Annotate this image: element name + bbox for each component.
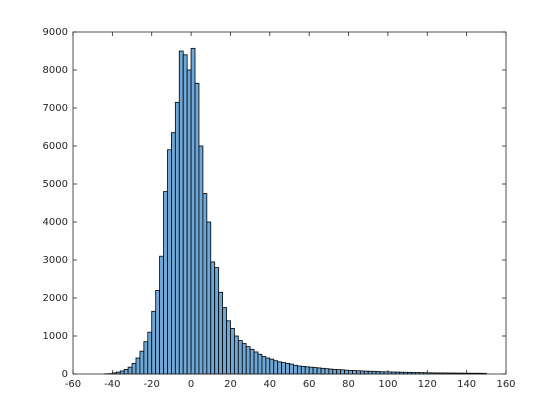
x-tick-label: -60: [65, 379, 81, 390]
bar: [316, 367, 322, 375]
bar: [293, 364, 298, 375]
y-tick-label: 9000: [43, 27, 68, 38]
y-tick-label: 2000: [43, 293, 68, 304]
x-tick-label: 20: [224, 379, 237, 390]
bar: [226, 320, 231, 375]
x-tick-label: 40: [263, 379, 276, 390]
bar: [367, 370, 373, 375]
bar: [336, 369, 342, 375]
bar: [273, 360, 279, 375]
bar: [230, 327, 235, 375]
bar: [363, 370, 369, 375]
bar: [222, 307, 227, 375]
bar: [304, 366, 310, 375]
x-tick-label: 80: [342, 379, 355, 390]
bar: [178, 50, 184, 375]
bar: [214, 267, 220, 375]
bar: [198, 145, 204, 375]
bar: [312, 367, 318, 375]
bar: [308, 366, 314, 375]
bar: [257, 353, 263, 375]
y-tick-label: 7000: [43, 103, 68, 114]
bar: [352, 370, 357, 375]
bar: [265, 357, 271, 375]
bar: [249, 348, 255, 375]
bar: [285, 362, 290, 375]
bar: [359, 370, 365, 375]
bar: [241, 343, 247, 375]
bar: [218, 291, 223, 375]
bar: [245, 346, 251, 375]
bar: [300, 365, 306, 375]
bar: [123, 369, 129, 375]
bar: [348, 369, 353, 375]
bar: [139, 350, 145, 375]
bar: [233, 335, 239, 375]
bar: [261, 356, 267, 375]
bar: [277, 361, 283, 375]
bar: [281, 362, 286, 375]
bar: [328, 368, 334, 375]
bar: [127, 366, 133, 375]
bar: [356, 370, 361, 375]
bar: [210, 261, 216, 375]
axes-box: [72, 31, 507, 375]
bar: [296, 365, 302, 375]
bar: [163, 191, 168, 375]
bar: [131, 362, 137, 375]
bar: [167, 149, 172, 375]
bar: [190, 47, 196, 375]
x-tick-label: 100: [378, 379, 397, 390]
bar: [253, 351, 259, 375]
y-tick-label: 8000: [43, 65, 68, 76]
y-tick-label: 1000: [43, 331, 68, 342]
bar: [159, 255, 164, 375]
bar: [171, 132, 176, 375]
x-tick-label: 60: [303, 379, 316, 390]
bar: [202, 193, 208, 375]
x-tick-label: -40: [104, 379, 120, 390]
x-tick-label: 0: [188, 379, 194, 390]
bar: [269, 358, 275, 375]
y-tick-label: 3000: [43, 255, 68, 266]
bar: [320, 367, 326, 375]
bar: [143, 341, 149, 375]
x-tick-label: 160: [496, 379, 515, 390]
bar: [155, 289, 160, 375]
bar: [237, 340, 243, 375]
x-tick-label: 140: [457, 379, 476, 390]
bar: [332, 369, 338, 375]
bar: [289, 363, 294, 375]
bar: [206, 221, 212, 375]
bar: [344, 369, 349, 375]
y-tick-label: 4000: [43, 217, 68, 228]
bar: [324, 368, 330, 375]
x-tick-label: -20: [144, 379, 160, 390]
bar: [340, 369, 346, 375]
bar: [119, 370, 125, 375]
bar: [151, 310, 157, 375]
x-tick-label: 120: [418, 379, 437, 390]
bar: [186, 69, 192, 375]
y-tick-label: 6000: [43, 141, 68, 152]
bar: [194, 82, 200, 375]
bar: [182, 54, 188, 375]
y-tick-label: 0: [62, 369, 68, 380]
bar: [147, 331, 153, 375]
bar: [135, 357, 141, 375]
bar: [174, 101, 180, 375]
y-tick-label: 5000: [43, 179, 68, 190]
